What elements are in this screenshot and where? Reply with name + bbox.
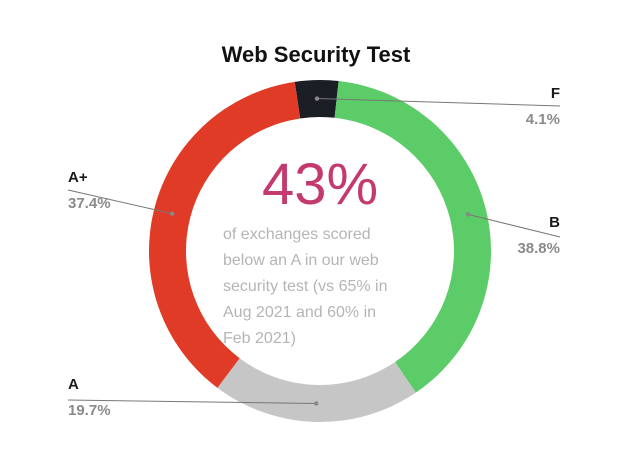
leader-line-a-plus	[67, 189, 173, 215]
label-category-b: B	[549, 214, 560, 231]
leader-line-f	[317, 98, 561, 107]
leader-line-a	[67, 399, 317, 404]
slice-labels-group: F 4.1% B 38.8% A 19.7% A+ 37.4%	[68, 85, 560, 419]
leader-dot-a-plus	[169, 211, 175, 216]
slice-a-plus	[149, 81, 301, 388]
slice-a	[217, 358, 416, 422]
label-category-a: A	[68, 376, 79, 393]
slices-group	[149, 79, 492, 422]
center-description: of exchanges scored below an A in our web…	[223, 226, 388, 347]
leader-line-b	[467, 213, 561, 238]
center-desc-line: of exchanges scored	[223, 226, 371, 243]
center-desc-line: Feb 2021)	[223, 330, 296, 347]
leader-lines-group	[67, 96, 561, 406]
label-category-f: F	[551, 85, 560, 102]
center-stat: 43%	[262, 152, 378, 217]
leader-dot-f	[314, 96, 320, 101]
leader-dot-a	[314, 401, 319, 406]
chart-title: Web Security Test	[222, 42, 411, 67]
label-value-a: 19.7%	[68, 402, 111, 419]
center-desc-line: below an A in our web	[223, 252, 379, 269]
leader-dot-b	[465, 212, 471, 217]
slice-b	[334, 81, 492, 393]
label-value-f: 4.1%	[526, 111, 560, 128]
label-value-a-plus: 37.4%	[68, 195, 111, 212]
center-desc-line: security test (vs 65% in	[223, 278, 388, 295]
label-value-b: 38.8%	[517, 240, 560, 257]
label-category-a-plus: A+	[68, 169, 88, 186]
center-desc-line: Aug 2021 and 60% in	[223, 304, 376, 321]
